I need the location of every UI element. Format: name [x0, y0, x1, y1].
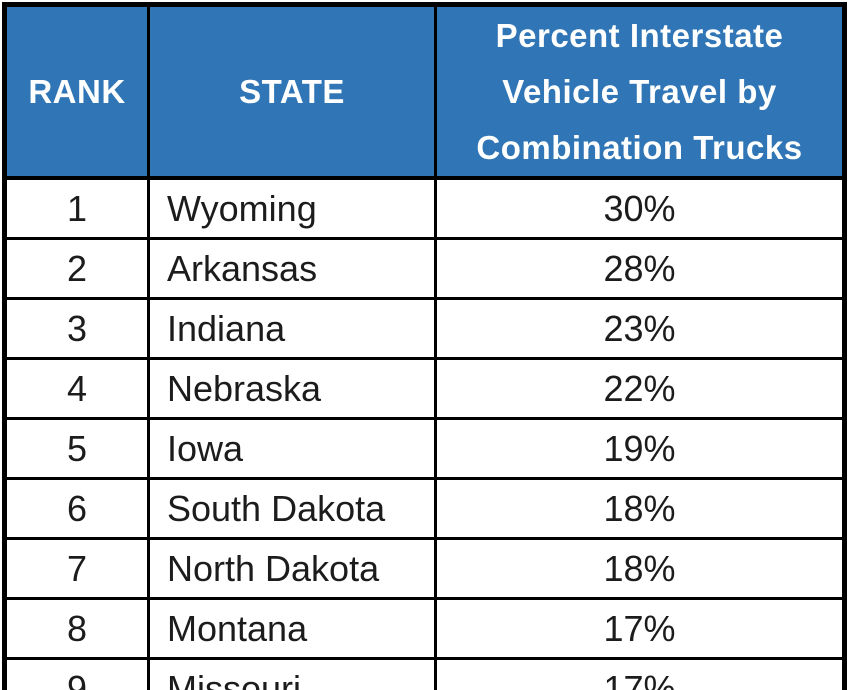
state-value: Iowa	[167, 427, 244, 469]
percent-value: 19%	[603, 427, 676, 469]
state-value: Nebraska	[167, 367, 322, 409]
rank-value: 4	[66, 367, 88, 409]
state-cell: Indiana	[150, 300, 437, 360]
rank-header-label: RANK	[28, 72, 126, 110]
percent-value: 17%	[603, 667, 676, 690]
state-cell: North Dakota	[150, 540, 437, 600]
rank-cell: 3	[7, 300, 150, 360]
state-value: Arkansas	[167, 247, 318, 289]
state-column-header: STATE	[150, 7, 437, 180]
percent-cell: 17%	[437, 660, 842, 690]
rank-cell: 4	[7, 360, 150, 420]
rank-cell: 5	[7, 420, 150, 480]
rank-cell: 8	[7, 600, 150, 660]
percent-cell: 22%	[437, 360, 842, 420]
rank-value: 8	[66, 607, 88, 649]
state-cell: Montana	[150, 600, 437, 660]
rank-value: 9	[66, 667, 88, 690]
state-cell: Missouri	[150, 660, 437, 690]
percent-value: 18%	[603, 547, 676, 589]
percent-value: 30%	[603, 187, 676, 229]
state-cell: Wyoming	[150, 180, 437, 240]
percent-value: 18%	[603, 487, 676, 529]
percent-value: 22%	[603, 367, 676, 409]
rank-value: 1	[66, 187, 88, 229]
state-value: South Dakota	[167, 487, 386, 529]
state-value: Indiana	[167, 307, 286, 349]
percent-cell: 28%	[437, 240, 842, 300]
percent-cell: 19%	[437, 420, 842, 480]
rank-cell: 2	[7, 240, 150, 300]
percent-header-line-2: Vehicle Travel by	[502, 72, 777, 110]
rank-value: 3	[66, 307, 88, 349]
percent-header-line-3: Combination Trucks	[476, 128, 803, 166]
state-value: Wyoming	[167, 187, 317, 229]
state-value: Missouri	[167, 667, 302, 690]
rank-cell: 9	[7, 660, 150, 690]
rank-cell: 7	[7, 540, 150, 600]
state-value: Montana	[167, 607, 308, 649]
percent-column-header: Percent Interstate Vehicle Travel by Com…	[437, 7, 842, 180]
rank-value: 7	[66, 547, 88, 589]
percent-cell: 23%	[437, 300, 842, 360]
percent-cell: 18%	[437, 480, 842, 540]
percent-value: 17%	[603, 607, 676, 649]
state-cell: Iowa	[150, 420, 437, 480]
state-cell: South Dakota	[150, 480, 437, 540]
state-value: North Dakota	[167, 547, 380, 589]
percent-cell: 18%	[437, 540, 842, 600]
rank-value: 5	[66, 427, 88, 469]
rank-column-header: RANK	[7, 7, 150, 180]
state-cell: Arkansas	[150, 240, 437, 300]
rank-cell: 1	[7, 180, 150, 240]
percent-value: 23%	[603, 307, 676, 349]
percent-header-line-1: Percent Interstate	[495, 16, 784, 54]
rank-value: 6	[66, 487, 88, 529]
rank-value: 2	[66, 247, 88, 289]
percent-cell: 17%	[437, 600, 842, 660]
percent-cell: 30%	[437, 180, 842, 240]
state-cell: Nebraska	[150, 360, 437, 420]
state-header-label: STATE	[239, 72, 345, 110]
rank-cell: 6	[7, 480, 150, 540]
percent-value: 28%	[603, 247, 676, 289]
